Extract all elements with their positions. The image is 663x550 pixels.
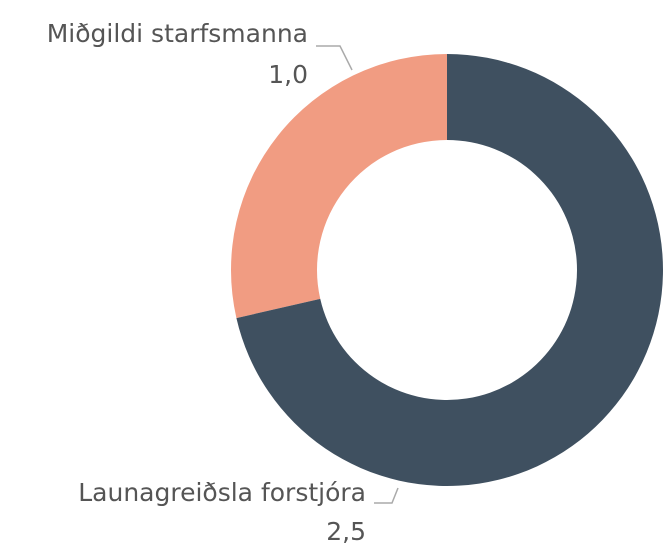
category-label: Miðgildi starfsmanna	[47, 19, 308, 48]
leader-line	[374, 487, 399, 504]
donut-segment	[236, 54, 663, 486]
leader-line	[316, 45, 353, 71]
value-label: 1,0	[268, 60, 308, 89]
value-label: 2,5	[326, 517, 366, 546]
donut-segment	[230, 54, 447, 319]
category-label: Launagreiðsla forstjóra	[78, 478, 366, 507]
